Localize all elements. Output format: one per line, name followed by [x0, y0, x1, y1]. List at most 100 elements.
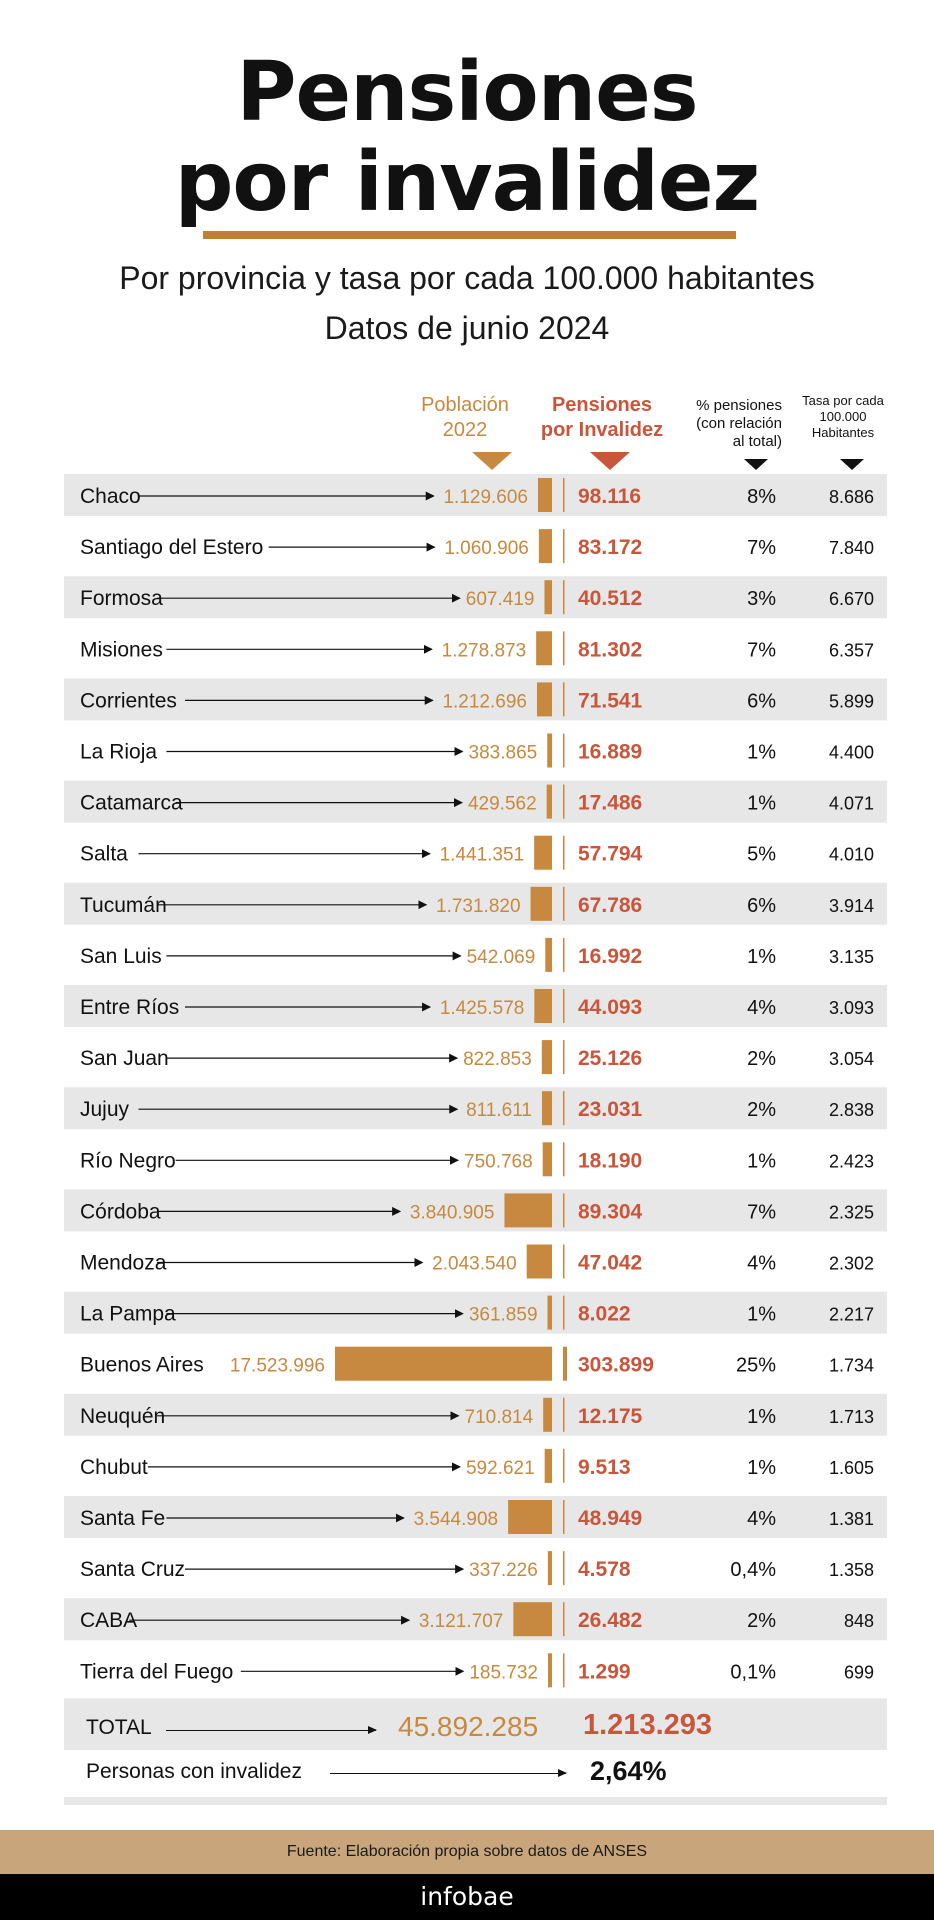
population-value: 1.441.351	[440, 845, 525, 866]
pension-tick	[563, 784, 565, 819]
population-value: 1.425.578	[440, 998, 525, 1019]
population-value: 1.129.606	[443, 487, 528, 508]
population-value: 2.043.540	[432, 1254, 517, 1275]
population-value: 1.731.820	[436, 896, 521, 917]
province-name: Formosa	[80, 587, 163, 610]
province-name: Chubut	[80, 1456, 148, 1479]
population-bar	[547, 733, 552, 768]
province-name: Tucumán	[80, 894, 167, 917]
pensions-value: 81.302	[578, 638, 642, 661]
pension-tick	[563, 1295, 565, 1330]
pension-tick	[563, 1448, 565, 1483]
population-bar	[542, 1142, 552, 1177]
province-name: Corrientes	[80, 689, 177, 712]
title-underline	[203, 231, 736, 239]
subtitle: Por provincia y tasa por cada 100.000 ha…	[119, 260, 815, 346]
pension-tick	[563, 989, 565, 1023]
percent-value: 4%	[747, 1508, 776, 1530]
population-value: 17.523.996	[230, 1356, 325, 1377]
population-value: 607.419	[466, 589, 535, 610]
rate-value: 2.423	[829, 1151, 874, 1171]
invalidity-arrow-icon	[330, 1769, 567, 1777]
rate-value: 699	[844, 1662, 874, 1682]
rate-value: 1.734	[829, 1356, 874, 1376]
percent-value: 2%	[747, 1048, 776, 1070]
row-band	[64, 780, 887, 823]
pension-tick	[563, 1142, 565, 1177]
pensions-value: 16.992	[578, 945, 642, 968]
row-band	[64, 576, 887, 619]
province-name: La Rioja	[80, 741, 157, 764]
province-name: Catamarca	[80, 792, 183, 815]
population-bar	[546, 784, 552, 819]
percent-value: 4%	[747, 997, 776, 1019]
header-percent: % pensiones (con relación al total)	[696, 397, 782, 450]
page-title: Pensiones por invalidez	[174, 45, 761, 230]
row-band	[64, 1087, 887, 1130]
row-band	[64, 1496, 887, 1538]
total-label: TOTAL	[86, 1716, 152, 1739]
population-value: 542.069	[467, 947, 536, 968]
province-name: La Pampa	[80, 1303, 176, 1326]
pensions-value: 8.022	[578, 1303, 631, 1326]
percent-value: 2%	[747, 1610, 776, 1632]
brand-footer: infobae	[0, 1874, 934, 1920]
row-band	[64, 474, 887, 516]
province-name: Chaco	[80, 485, 141, 508]
total-population: 45.892.285	[398, 1711, 539, 1742]
pensions-value: 26.482	[578, 1609, 642, 1632]
percent-value: 1%	[747, 1150, 776, 1172]
population-value: 3.840.905	[410, 1202, 495, 1223]
pensions-value: 48.949	[578, 1507, 642, 1530]
pension-tick	[563, 1193, 565, 1228]
population-bar	[508, 1500, 552, 1534]
population-value: 185.732	[469, 1662, 538, 1683]
rate-value: 1.358	[829, 1560, 874, 1580]
province-name: Santiago del Estero	[80, 536, 263, 559]
population-bar	[534, 835, 552, 870]
pension-tick	[563, 529, 565, 564]
percent-value: 1%	[747, 742, 776, 764]
pensions-value: 89.304	[578, 1200, 643, 1223]
pension-tick	[563, 1346, 567, 1381]
rate-value: 4.010	[829, 845, 874, 865]
pensions-value: 1.299	[578, 1660, 631, 1683]
header-rate: Tasa por cada 100.000 Habitantes	[802, 393, 884, 440]
pension-tick	[563, 580, 565, 615]
pensions-value: 71.541	[578, 689, 643, 712]
pensions-value: 98.116	[578, 485, 641, 508]
population-bar	[541, 1040, 552, 1075]
pension-tick	[563, 1397, 565, 1432]
rate-value: 7.840	[829, 538, 874, 558]
population-bar	[543, 1397, 552, 1432]
pension-tick	[563, 733, 565, 768]
province-name: Jujuy	[80, 1098, 130, 1121]
population-bar	[513, 1602, 552, 1637]
province-name: San Luis	[80, 945, 162, 968]
population-bar	[544, 580, 552, 615]
population-bar	[541, 1091, 552, 1126]
pension-tick	[563, 1040, 565, 1075]
percent-value: 8%	[747, 486, 776, 508]
pension-tick	[563, 1091, 565, 1126]
pensions-value: 44.093	[578, 996, 642, 1019]
pension-tick	[563, 478, 565, 512]
header-pensions: Pensiones por Invalidez	[540, 394, 664, 441]
province-name: Salta	[80, 843, 128, 866]
total-arrow-icon	[166, 1726, 377, 1734]
province-name: Misiones	[80, 638, 163, 661]
row-band	[64, 1598, 887, 1641]
pensions-value: 16.889	[578, 741, 642, 764]
population-value: 361.859	[469, 1305, 538, 1326]
percent-value: 25%	[736, 1355, 776, 1377]
percent-value: 6%	[747, 690, 776, 712]
population-value: 1.212.696	[442, 691, 527, 712]
total-pensions: 1.213.293	[583, 1709, 713, 1741]
row-band	[64, 1189, 887, 1232]
percent-value: 0,4%	[730, 1559, 776, 1581]
population-value: 3.544.908	[414, 1509, 499, 1530]
pensions-value: 57.794	[578, 843, 643, 866]
percent-value: 1%	[747, 1406, 776, 1428]
population-bar	[538, 478, 552, 512]
total-band	[64, 1702, 887, 1750]
